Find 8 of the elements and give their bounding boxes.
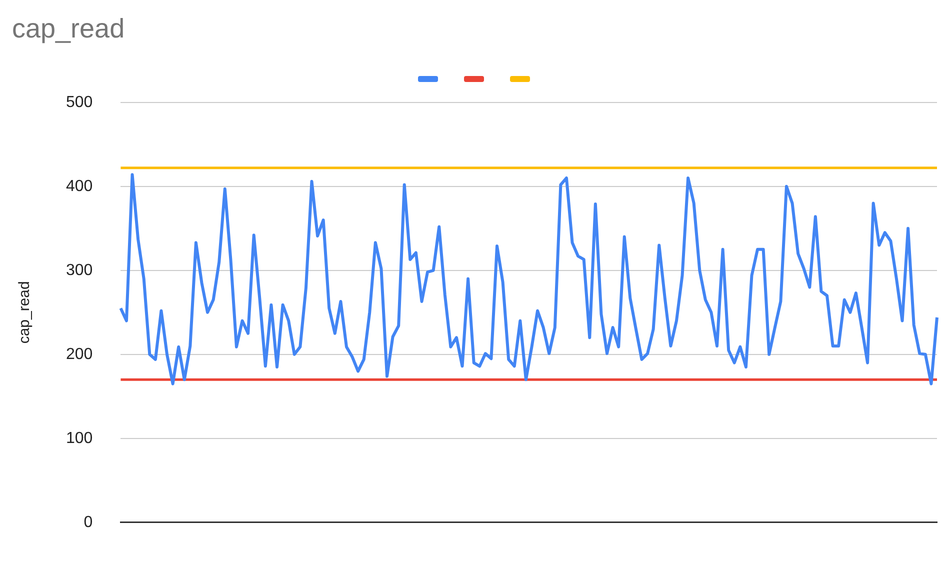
y-tick-label: 100	[66, 430, 93, 447]
y-axis-title: cap_read	[16, 281, 34, 344]
y-tick-label: 200	[66, 346, 93, 363]
y-tick-label: 300	[66, 262, 93, 279]
y-tick-label: 0	[84, 514, 93, 531]
chart-title: cap_read	[12, 14, 125, 44]
y-tick-label: 400	[66, 178, 93, 195]
y-tick-label: 500	[66, 94, 93, 111]
